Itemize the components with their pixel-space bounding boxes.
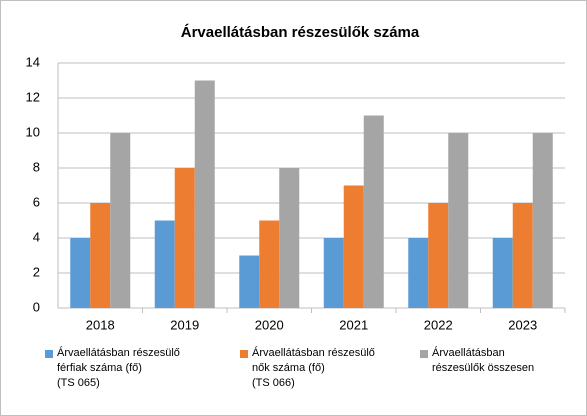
bar: [194, 80, 215, 308]
bar: [363, 115, 384, 308]
bar: [492, 238, 513, 308]
bar: [174, 168, 195, 308]
bar: [239, 255, 260, 308]
legend-item: Árvaellátásban részesülő férfiak száma (…: [45, 346, 180, 391]
bar: [448, 133, 469, 308]
bar: [343, 185, 364, 308]
y-tick-label: 14: [26, 54, 40, 69]
bar: [90, 203, 111, 308]
bar: [532, 133, 553, 308]
bar: [259, 220, 280, 308]
legend-label: Árvaellátásban részesülő férfiak száma (…: [57, 347, 180, 389]
bar: [70, 238, 91, 308]
chart-title: Árvaellátásban részesülők száma: [181, 24, 420, 41]
legend-swatch: [240, 350, 248, 358]
x-tick-label: 2021: [339, 317, 368, 332]
bar: [428, 203, 449, 308]
bar: [323, 238, 344, 308]
x-tick-label: 2020: [255, 317, 284, 332]
y-tick-label: 12: [26, 89, 40, 104]
x-tick-label: 2022: [424, 317, 453, 332]
legend-swatch: [420, 350, 428, 358]
bar: [279, 168, 300, 308]
y-tick-label: 0: [33, 299, 40, 314]
bar: [110, 133, 131, 308]
y-tick-label: 2: [33, 264, 40, 279]
y-tick-label: 10: [26, 124, 40, 139]
legend-swatch: [45, 350, 53, 358]
y-tick-label: 4: [33, 229, 40, 244]
legend-item: Árvaellátásban részesülők összesen: [420, 346, 534, 376]
legend-item: Árvaellátásban részesülő nők száma (fő) …: [240, 346, 375, 391]
bar: [408, 238, 429, 308]
legend-label: Árvaellátásban részesülők összesen: [432, 347, 535, 374]
x-tick-label: 2019: [170, 317, 199, 332]
x-tick-label: 2018: [86, 317, 115, 332]
bar: [154, 220, 175, 308]
y-tick-label: 8: [33, 159, 40, 174]
x-tick-label: 2023: [508, 317, 537, 332]
bar: [512, 203, 533, 308]
y-tick-label: 6: [33, 194, 40, 209]
legend-label: Árvaellátásban részesülő nők száma (fő) …: [252, 347, 375, 389]
